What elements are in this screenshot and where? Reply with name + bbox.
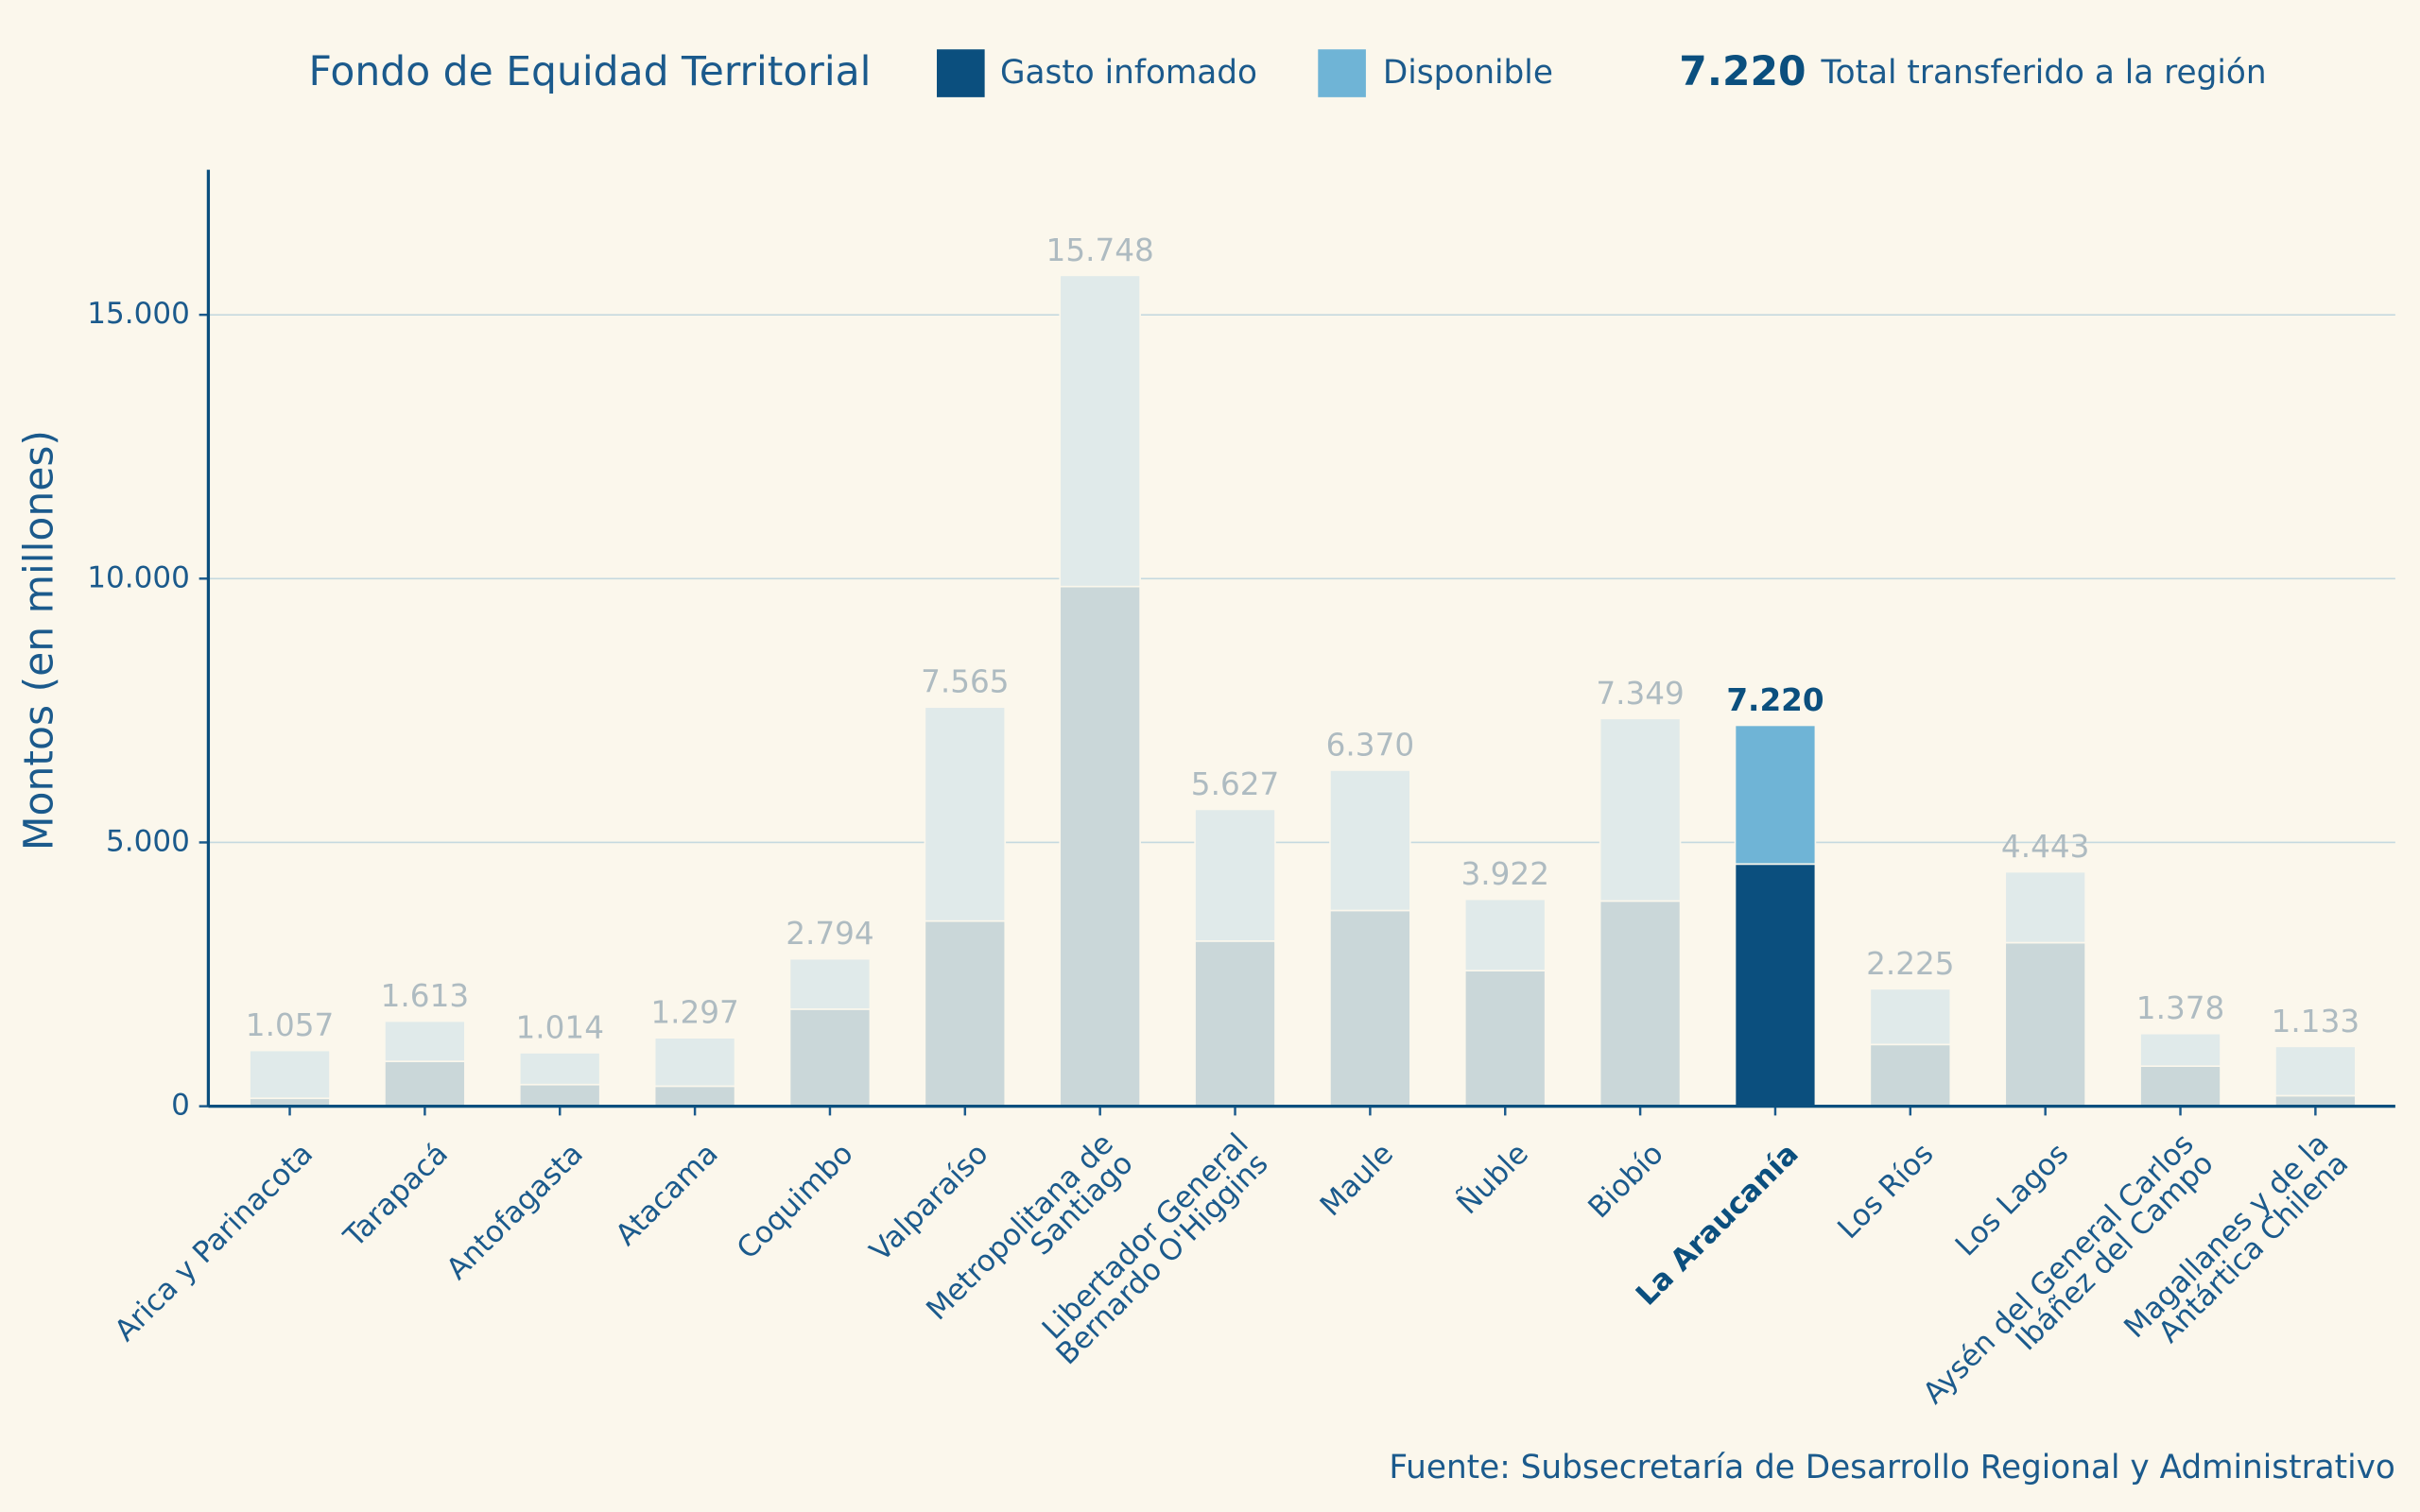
total-label: 15.748 [1046,232,1154,268]
total-label: 4.443 [2001,829,2089,865]
bar-segment [1329,769,1411,912]
bar-segment [1869,988,1952,1046]
bar-segment [788,1008,872,1108]
y-axis-title: Montos (en millones) [17,430,63,850]
bar-segment [653,1085,736,1108]
bar-segment [1734,724,1817,866]
bar-segment [1059,585,1141,1108]
bar-segment [518,1083,601,1108]
y-tick-label: 0 [171,1089,190,1123]
legend-total-text: Total transferido a la región [1821,54,2267,92]
total-label: 1.133 [2272,1004,2360,1040]
bar-segment [1599,717,1682,902]
bar-segment [1463,970,1547,1108]
chart-title: Fondo de Equidad Territorial [309,49,872,95]
total-label: 7.220 [1726,682,1824,718]
bar-segment [1194,808,1276,942]
total-label: 1.378 [2136,990,2224,1026]
legend-swatch [937,49,985,97]
bar-segment [788,957,872,1010]
bar-segment [2004,870,2086,944]
bar-segment [2139,1065,2221,1108]
bar-segment [1059,274,1141,588]
total-label: 7.349 [1596,676,1684,712]
bar-segment [924,706,1007,922]
bar-segment [1194,940,1276,1108]
y-tick-label: 15.000 [87,297,190,331]
bar-segment [2004,941,2086,1108]
y-tick-label: 5.000 [106,824,190,858]
legend-swatch [1318,49,1366,97]
bar-segment [1869,1043,1952,1108]
y-tick-label: 10.000 [87,560,190,594]
bar-segment [1734,863,1817,1108]
legend-label: Gasto infomado [1000,54,1257,92]
total-label: 1.613 [381,978,469,1014]
total-label: 1.057 [246,1007,334,1043]
bar-segment [653,1037,736,1088]
total-label: 2.794 [786,916,873,952]
bar-segment [1599,900,1682,1108]
bar-segment [2274,1045,2357,1097]
total-label: 7.565 [921,664,1009,700]
total-label: 6.370 [1326,727,1414,763]
bar-segment [1463,898,1547,971]
total-label: 1.297 [650,995,738,1031]
bar-segment [384,1060,466,1108]
total-label: 3.922 [1461,856,1549,892]
bar-segment [1329,909,1411,1108]
bar-segment [924,919,1007,1108]
bar-segment [518,1052,601,1086]
total-label: 5.627 [1191,766,1279,802]
bar-segment [384,1020,466,1062]
bar-segment [2274,1094,2357,1108]
total-label: 2.225 [1866,946,1954,982]
source: Fuente: Subsecretaría de Desarrollo Regi… [1389,1449,2395,1486]
total-label: 1.014 [516,1010,604,1046]
legend-label: Disponible [1383,54,1553,92]
bar-segment [2139,1032,2221,1067]
legend-total-value: 7.220 [1679,49,1806,95]
bar-segment [249,1049,331,1100]
